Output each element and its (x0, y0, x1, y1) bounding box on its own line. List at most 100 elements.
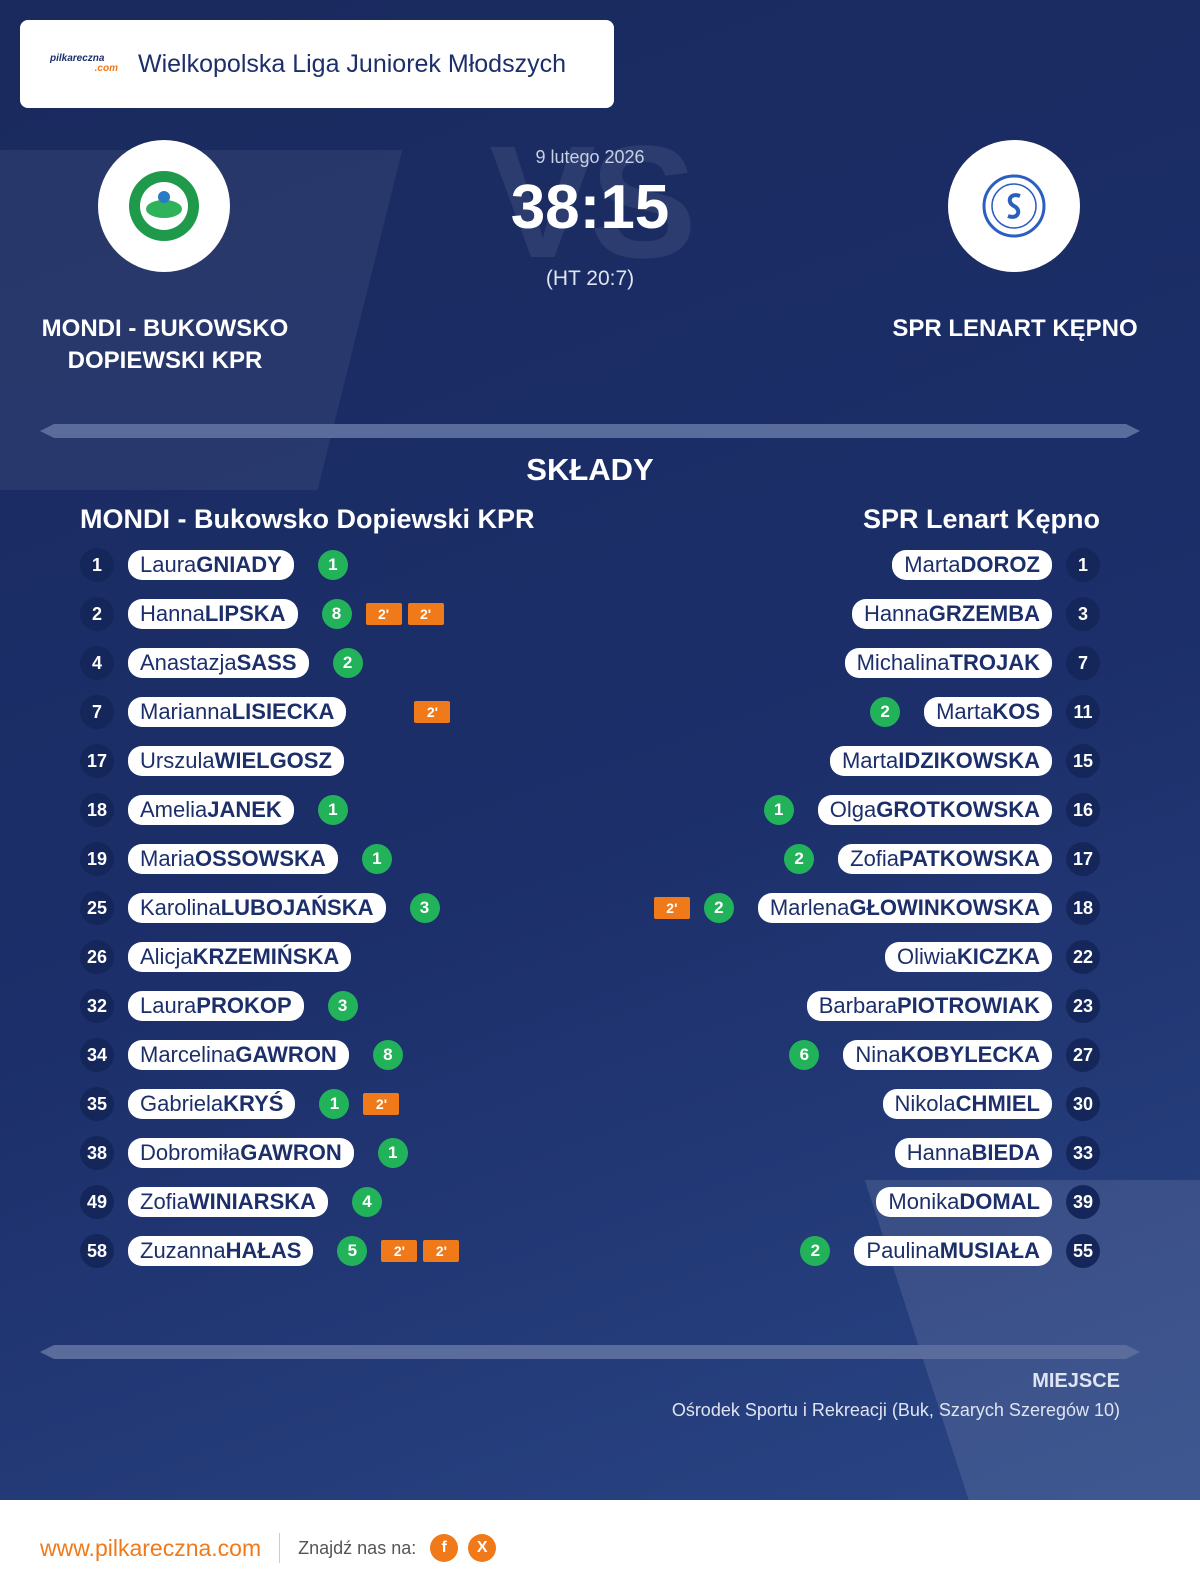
penalty-badge: 2' (407, 603, 444, 625)
last-name: GAWRON (235, 1042, 337, 1067)
first-name: Marianna (140, 699, 232, 724)
first-name: Zuzanna (140, 1238, 226, 1263)
first-name: Urszula (140, 748, 215, 773)
player-row: 49 Zofia WINIARSKA 4 (80, 1185, 390, 1219)
player-number: 15 (1066, 744, 1100, 778)
player-row: 4 Anastazja SASS 2 (80, 646, 371, 680)
last-name: SASS (236, 650, 297, 675)
player-row: 1 Laura GNIADY 1 (80, 548, 356, 582)
first-name: Anastazja (140, 650, 237, 675)
score: 38:15 (510, 173, 670, 242)
find-us: Znajdź nas na: (298, 1537, 417, 1558)
player-stats: 1 (317, 795, 356, 825)
player-name: Hanna LIPSKA (128, 599, 298, 629)
goals-badge: 1 (361, 844, 392, 874)
player-stats: 2 (332, 648, 371, 678)
match-date: 9 lutego 2026 (535, 147, 645, 167)
first-name: Hanna (906, 1140, 972, 1165)
player-name: Marta DOROZ (892, 550, 1052, 580)
first-name: Zofia (850, 846, 900, 871)
player-name: Hanna GRZEMBA (851, 599, 1052, 629)
player-row: 7 Michalina TROJAK (821, 646, 1100, 680)
player-number: 39 (1066, 1185, 1100, 1219)
player-name: Barbara PIOTROWIAK (806, 991, 1052, 1021)
goals-badge: 5 (337, 1236, 368, 1266)
player-row: 33 Hanna BIEDA (871, 1136, 1100, 1170)
player-number: 25 (80, 891, 114, 925)
away-crest (948, 140, 1080, 272)
away-lineup-name: SPR Lenart Kępno (862, 504, 1100, 534)
player-number: 2 (80, 597, 114, 631)
player-row: 34 Marcelina GAWRON 8 (80, 1038, 411, 1072)
goals-badge: 4 (352, 1187, 383, 1217)
player-row: 19 Maria OSSOWSKA 1 (80, 842, 400, 876)
player-number: 30 (1066, 1087, 1100, 1121)
player-number: 27 (1066, 1038, 1100, 1072)
last-name: PIOTROWIAK (897, 993, 1040, 1018)
decoration (864, 1180, 1200, 1500)
player-stats: 1 (756, 795, 794, 825)
last-name: DOMAL (959, 1189, 1040, 1214)
vs-watermark: VS (489, 112, 696, 291)
player-name: Olga GROTKOWSKA (817, 795, 1052, 825)
facebook-link[interactable]: f (430, 1534, 459, 1562)
logo-text: pilkareczna (50, 53, 105, 64)
logo-suffix: .com (94, 63, 118, 74)
player-name: Alicja KRZEMIŃSKA (128, 942, 352, 972)
player-stats: 2 (792, 1236, 831, 1266)
goals-badge: 2 (332, 648, 363, 678)
player-stats: 3 (327, 991, 366, 1021)
player-name: Laura GNIADY (128, 550, 294, 580)
goals-badge: 8 (321, 599, 352, 629)
first-name: Gabriela (140, 1091, 224, 1116)
venue-label: MIEJSCE (1032, 1370, 1120, 1392)
player-name: Monika DOMAL (876, 1187, 1052, 1217)
player-row: 39 Monika DOMAL (852, 1185, 1100, 1219)
separator (40, 1345, 1140, 1359)
player-number: 19 (80, 842, 114, 876)
last-name: PROKOP (196, 993, 292, 1018)
player-row: 23 Barbara PIOTROWIAK (783, 989, 1100, 1023)
first-name: Amelia (140, 797, 208, 822)
player-row: 30 Nikola CHMIEL (859, 1087, 1100, 1121)
last-name: GAWRON (240, 1140, 342, 1165)
player-name: Dobromiła GAWRON (128, 1138, 354, 1168)
player-row: 18 Marlena GŁOWINKOWSKA 2 2' (653, 891, 1100, 925)
venue-name: Ośrodek Sportu i Rekreacji (Buk, Szarych… (671, 1400, 1120, 1420)
last-name: LIPSKA (204, 601, 286, 626)
player-row: 3 Hanna GRZEMBA (828, 597, 1100, 631)
player-number: 17 (1066, 842, 1100, 876)
first-name: Olga (829, 797, 877, 822)
player-number: 3 (1066, 597, 1100, 631)
penalty-badge: 2' (365, 603, 402, 625)
first-name: Laura (140, 993, 197, 1018)
player-row: 22 Oliwia KICZKA (861, 940, 1100, 974)
player-stats: 3 (409, 893, 448, 923)
player-number: 49 (80, 1185, 114, 1219)
last-name: IDZIKOWSKA (898, 748, 1040, 773)
player-number: 32 (80, 989, 114, 1023)
last-name: GŁOWINKOWSKA (849, 895, 1040, 920)
player-number: 4 (80, 646, 114, 680)
x-link[interactable]: X (468, 1534, 497, 1562)
player-row: 17 Urszula WIELGOSZ (80, 744, 368, 778)
player-name: Michalina TROJAK (844, 648, 1052, 678)
site-link[interactable]: www.pilkareczna.com (40, 1534, 262, 1561)
player-name: Marlena GŁOWINKOWSKA (757, 893, 1052, 923)
player-row: 7 Marianna LISIECKA 2' (80, 695, 451, 729)
player-stats: 2' (370, 701, 451, 723)
first-name: Dobromiła (140, 1140, 241, 1165)
divider (279, 1533, 281, 1563)
player-number: 23 (1066, 989, 1100, 1023)
player-name: Zuzanna HAŁAS (128, 1236, 314, 1266)
player-row: 15 Marta IDZIKOWSKA (806, 744, 1100, 778)
first-name: Nikola (894, 1091, 956, 1116)
first-name: Alicja (140, 944, 193, 969)
player-row: 2 Hanna LIPSKA 8 2' 2' (80, 597, 444, 631)
player-stats: 1 2' (319, 1089, 400, 1119)
goals-badge: 2 (784, 844, 815, 874)
player-number: 1 (1066, 548, 1100, 582)
player-name: Marianna LISIECKA (128, 697, 347, 727)
first-name: Monika (888, 1189, 960, 1214)
